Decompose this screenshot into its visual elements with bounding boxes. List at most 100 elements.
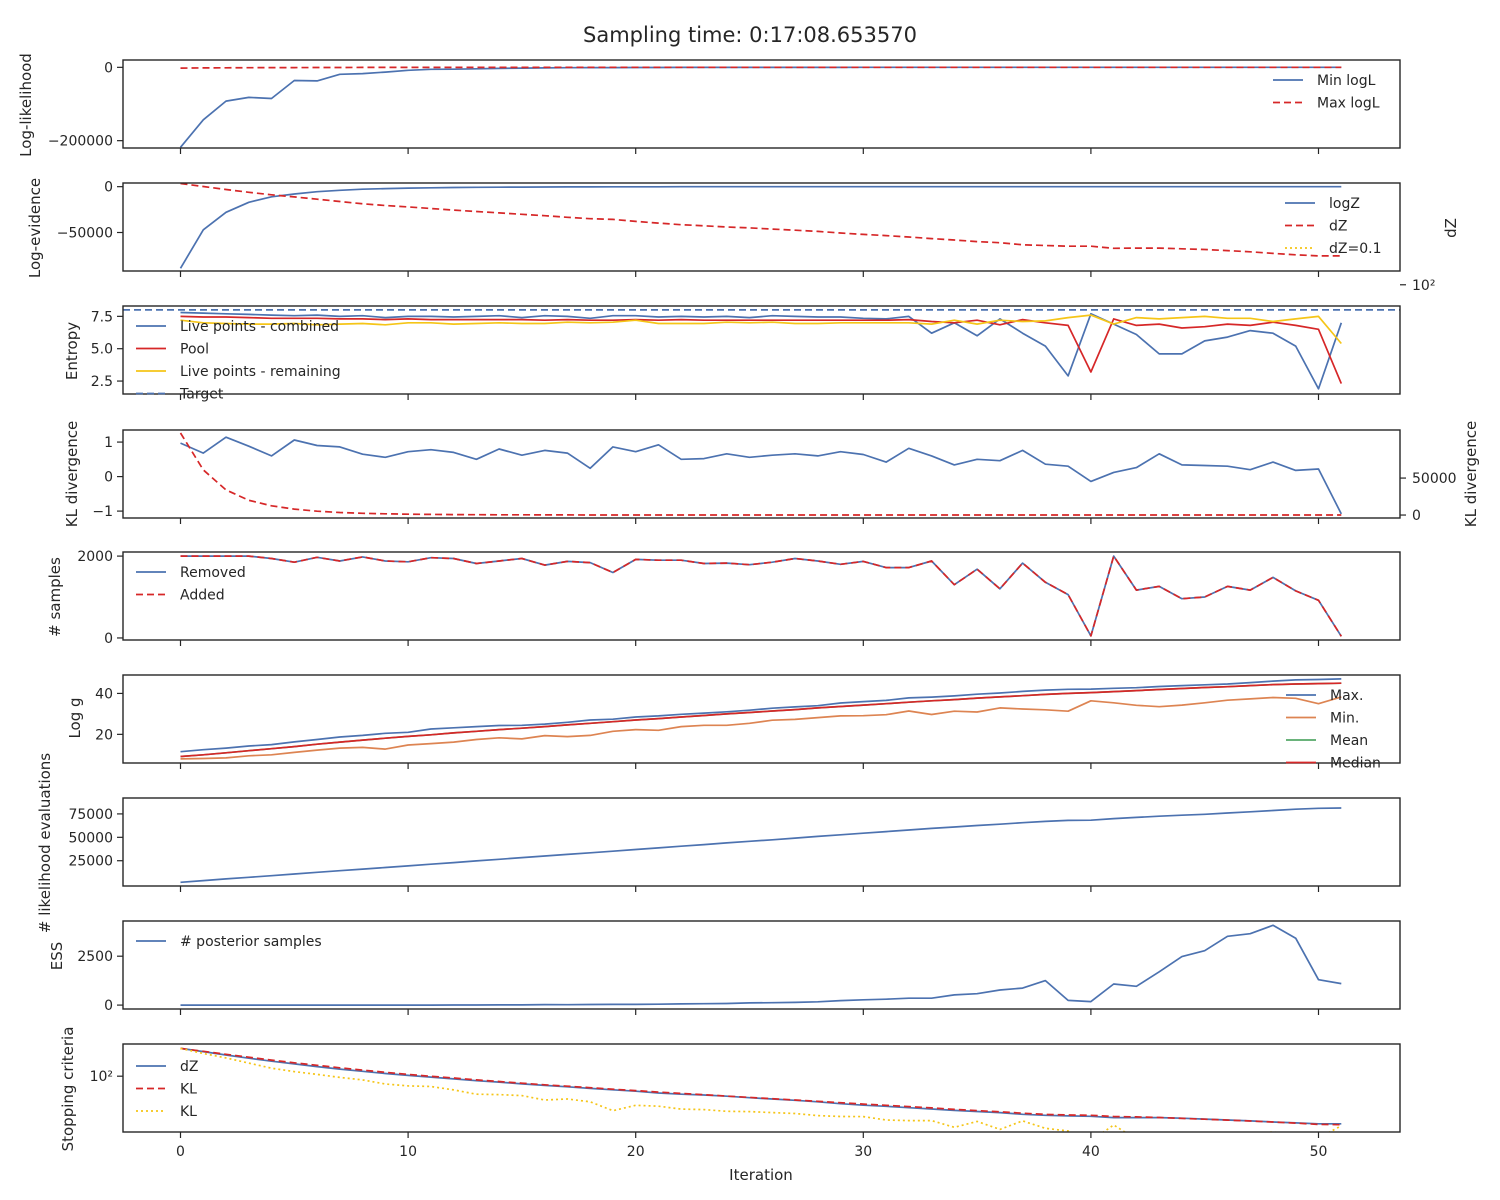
legend-entry: Added bbox=[180, 588, 225, 604]
figure-title: Sampling time: 0:17:08.653570 bbox=[583, 23, 917, 47]
panel-1: 0 −200000 Log-likelihood Min logL Max logL bbox=[17, 53, 1401, 157]
series-3-3-line bbox=[180, 314, 1342, 345]
y2-tick-label: 0 bbox=[1412, 508, 1421, 524]
series-1-2-line bbox=[180, 66, 1342, 69]
y2-axis-label: dZ bbox=[1442, 218, 1460, 238]
x-axis-label: Iteration bbox=[729, 1166, 793, 1184]
axes-frame bbox=[122, 674, 1401, 764]
y-tick-label: 7.5 bbox=[91, 309, 113, 325]
legend: Min logL Max logL bbox=[1273, 73, 1380, 112]
y-tick-label: 0 bbox=[104, 180, 113, 196]
axes-frame bbox=[122, 305, 1401, 395]
legend-entry: logZ bbox=[1329, 196, 1360, 212]
y-tick-label: 10² bbox=[90, 1069, 113, 1085]
series-3-2-line bbox=[180, 315, 1343, 384]
x-tick-label: 50 bbox=[1310, 1144, 1328, 1160]
y-tick-label: −1 bbox=[92, 504, 113, 520]
series-2-1-line bbox=[179, 185, 1342, 269]
panel-5: 2000 0 # samples Removed Added bbox=[46, 549, 1401, 647]
plot-area bbox=[180, 924, 1342, 1006]
series-6-2-line bbox=[180, 696, 1342, 760]
y-tick-label: 25000 bbox=[68, 854, 113, 870]
y-axis-label: Stopping criteria bbox=[59, 1027, 77, 1152]
y-tick-label: 0 bbox=[104, 998, 113, 1014]
y-tick-label: −50000 bbox=[57, 226, 113, 242]
y-tick-label: 0 bbox=[104, 60, 113, 76]
panel-6: 40 20 Log g Max. Min. Mean Median bbox=[66, 674, 1401, 772]
legend-entry: Min. bbox=[1330, 711, 1359, 727]
legend: Max. Min. Mean Median bbox=[1286, 688, 1381, 772]
axes-frame bbox=[122, 551, 1401, 641]
legend: dZ KL KL bbox=[136, 1059, 198, 1120]
legend-entry: dZ bbox=[1329, 219, 1347, 235]
x-tick-label: 10 bbox=[399, 1144, 417, 1160]
axes-frame bbox=[122, 797, 1401, 887]
y2-tick-label: 50000 bbox=[1412, 471, 1457, 487]
y-tick-label: 5.0 bbox=[91, 342, 113, 358]
panel-3: 7.5 5.0 2.5 Entropy Live points - combined Po… bbox=[63, 305, 1401, 403]
y-tick-label: 20 bbox=[95, 727, 113, 743]
plot-area bbox=[180, 807, 1342, 884]
y-tick-label: 1 bbox=[104, 435, 113, 451]
y-axis-label: ESS bbox=[48, 942, 66, 971]
series-6-1-line bbox=[180, 678, 1342, 753]
series-5-2-line bbox=[180, 555, 1343, 637]
y-tick-label: 2500 bbox=[77, 949, 113, 965]
legend-entry: Target bbox=[179, 387, 224, 403]
legend: logZ dZ dZ=0.1 bbox=[1285, 196, 1381, 257]
y-tick-label: −200000 bbox=[48, 134, 113, 150]
x-tick-label: 40 bbox=[1082, 1144, 1100, 1160]
y2-tick-label: 10² bbox=[1412, 278, 1435, 294]
legend-entry: dZ=0.1 bbox=[1329, 241, 1381, 257]
panel-4: 1 0 −1 50000 0 KL divergence KL divergence bbox=[63, 421, 1480, 527]
series-6-3-line bbox=[180, 682, 1342, 758]
series-4-2-line bbox=[179, 432, 1342, 516]
legend-entry: Removed bbox=[180, 565, 246, 581]
y-axis-label: KL divergence bbox=[63, 421, 81, 527]
panel-2: 0 −50000 10² Log-evidence dZ logZ dZ dZ=0.1 bbox=[26, 178, 1460, 294]
x-tick-label: 0 bbox=[176, 1144, 185, 1160]
legend-entry: Min logL bbox=[1317, 73, 1376, 89]
y-tick-label: 0 bbox=[104, 470, 113, 486]
legend: Live points - combined Pool Live points - … bbox=[136, 319, 341, 403]
axes-frame bbox=[122, 920, 1401, 1010]
series-9-2-line bbox=[180, 1047, 1342, 1126]
legend-entry: Pool bbox=[180, 342, 209, 358]
panel-8: 2500 0 ESS # posterior samples bbox=[48, 920, 1401, 1015]
y-axis-label: Log-evidence bbox=[26, 178, 44, 278]
y-axis-label: Log g bbox=[66, 697, 84, 738]
series-9-3-line bbox=[180, 1047, 1342, 1132]
y-axis-label: Log-likelihood bbox=[17, 53, 35, 157]
y-tick-label: 75000 bbox=[68, 807, 113, 823]
plot-area bbox=[180, 678, 1342, 760]
legend: Removed Added bbox=[136, 565, 246, 604]
y-tick-label: 0 bbox=[104, 631, 113, 647]
plot-area bbox=[179, 66, 1342, 148]
legend-entry: Mean bbox=[1330, 733, 1368, 749]
panel-9: 10² 0 10 20 30 40 50 Stopping criteria dZ KL KL bbox=[59, 1027, 1401, 1160]
y-tick-label: 2.5 bbox=[91, 374, 113, 390]
plot-area bbox=[180, 1047, 1342, 1132]
panel-7: 75000 50000 25000 # likelihood evaluations bbox=[36, 753, 1401, 933]
axes-frame bbox=[122, 1043, 1401, 1133]
x-tick-label: 30 bbox=[854, 1144, 872, 1160]
y-tick-label: 2000 bbox=[77, 549, 113, 565]
y-axis-label: # samples bbox=[46, 557, 64, 637]
axes-frame bbox=[122, 59, 1401, 149]
axes-frame bbox=[122, 182, 1401, 272]
y-axis-label: Entropy bbox=[63, 322, 81, 380]
plot-area bbox=[123, 309, 1400, 390]
plot-area bbox=[179, 432, 1343, 516]
y2-axis-label: KL divergence bbox=[1462, 421, 1480, 527]
panels: 0 −200000 Log-likelihood Min logL Max logL 0 −… bbox=[17, 53, 1480, 1160]
series-5-1-line bbox=[180, 555, 1343, 637]
legend-entry: # posterior samples bbox=[180, 934, 322, 950]
series-7-1-line bbox=[180, 807, 1342, 884]
series-6-4-line bbox=[180, 682, 1342, 758]
series-1-1-line bbox=[179, 66, 1342, 148]
legend-entry: KL bbox=[180, 1082, 197, 1098]
legend: # posterior samples bbox=[136, 934, 322, 950]
legend-entry: KL bbox=[180, 1104, 197, 1120]
axes-frame bbox=[122, 429, 1401, 519]
